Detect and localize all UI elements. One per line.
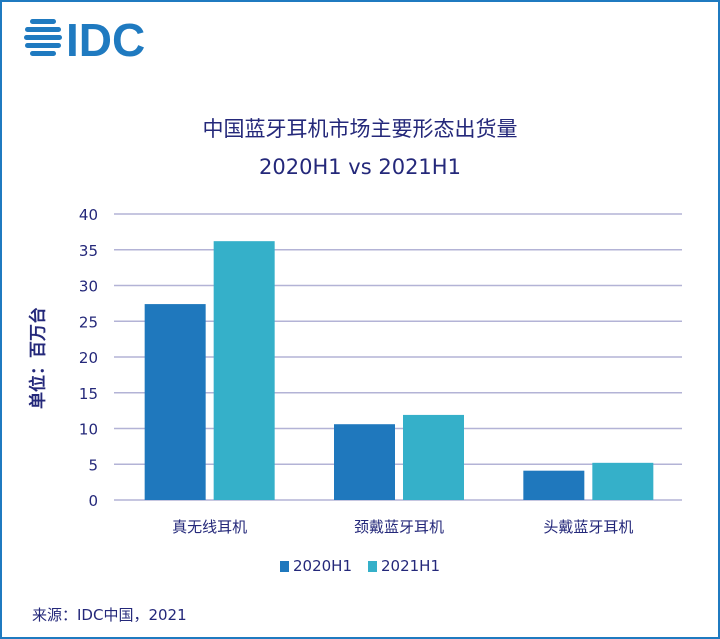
legend-label: 2020H1 (293, 557, 352, 575)
y-tick-label: 40 (79, 206, 98, 224)
y-tick-label: 30 (79, 278, 98, 296)
source-note: 来源：IDC中国，2021 (32, 606, 187, 624)
y-tick-label: 5 (88, 456, 98, 474)
bar-2021h1 (592, 462, 654, 500)
legend-item-2021h1: 2021H1 (368, 557, 440, 575)
y-tick-label: 25 (79, 313, 98, 331)
x-tick-label: 颈戴蓝牙耳机 (354, 518, 444, 536)
y-tick-label: 35 (79, 242, 98, 260)
y-tick-label: 20 (79, 349, 98, 367)
legend-swatch (368, 560, 377, 572)
bar-2020h1 (523, 470, 585, 500)
x-tick-label: 头戴蓝牙耳机 (543, 518, 633, 536)
legend-item-2020h1: 2020H1 (280, 557, 352, 575)
y-tick-label: 15 (79, 385, 98, 403)
legend: 2020H1 2021H1 (0, 557, 720, 575)
bar-2020h1 (144, 304, 206, 500)
chart-title: 中国蓝牙耳机市场主要形态出货量 (202, 117, 518, 141)
x-tick-label: 真无线耳机 (172, 518, 247, 536)
chart-subtitle: 2020H1 vs 2021H1 (259, 155, 461, 179)
legend-label: 2021H1 (381, 557, 440, 575)
y-tick-label: 10 (79, 421, 98, 439)
svg-text:IDC: IDC (66, 14, 145, 64)
bar-2020h1 (334, 424, 395, 500)
bar-2021h1 (213, 241, 275, 501)
bar-2021h1 (403, 414, 464, 500)
y-tick-label: 0 (88, 492, 98, 510)
legend-swatch (280, 560, 289, 572)
idc-logo: IDC (24, 14, 145, 64)
